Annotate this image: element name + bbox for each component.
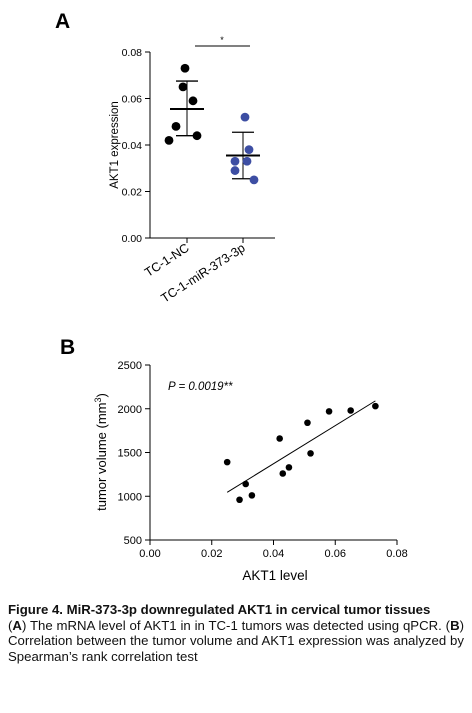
a-data-point — [180, 63, 190, 73]
a-x-category-label: TC-1-NC — [142, 241, 192, 280]
a-data-point — [164, 135, 174, 145]
panel-a-dot-plot: 0.000.020.040.060.08 TC-1-NCTC-1-miR-373… — [109, 35, 275, 305]
b-data-point — [304, 419, 311, 427]
a-data-point — [188, 96, 198, 106]
a-data-point — [230, 156, 240, 166]
b-x-tick-label: 0.02 — [201, 548, 222, 560]
caption-b-label: B — [450, 617, 460, 633]
caption-title: Figure 4. MiR-373-3p downregulated AKT1 … — [8, 602, 431, 617]
a-y-tick-label: 0.08 — [122, 47, 143, 59]
b-p-value-annotation: P = 0.0019** — [168, 381, 233, 393]
b-x-tick-label: 0.06 — [325, 548, 346, 560]
a-y-axis-label: AKT1 expression — [109, 101, 121, 189]
b-data-point — [307, 450, 314, 457]
a-data-point — [192, 131, 202, 141]
panel-a-label: A — [55, 10, 70, 33]
figure-caption: Figure 4. MiR-373-3p downregulated AKT1 … — [8, 602, 464, 664]
a-y-tick-label: 0.04 — [122, 140, 143, 152]
a-data-point — [171, 122, 181, 131]
b-data-point — [372, 402, 379, 410]
a-data-point — [242, 156, 252, 166]
caption-a-text: ) The mRNA level of AKT1 in in TC-1 tumo… — [21, 617, 451, 633]
a-y-tick-label: 0.06 — [122, 94, 143, 106]
b-x-tick-label: 0.04 — [263, 548, 284, 560]
a-data-point — [244, 145, 254, 155]
a-series-0 — [164, 63, 204, 145]
b-trendline — [226, 400, 376, 493]
b-data-point — [223, 458, 231, 466]
panel-b-label: B — [60, 336, 75, 359]
panel-b-scatter-plot: 500 1000 1500 2000 2500 0.00 0.02 0.04 0.06 0.08… — [93, 360, 408, 583]
a-y-tick-label: 0.02 — [122, 187, 143, 199]
b-data-point — [276, 435, 283, 442]
b-y-axis-label: tumor volume (mm3) — [93, 393, 109, 511]
b-y-tick-label: 2500 — [118, 360, 142, 372]
a-data-point — [178, 82, 188, 92]
a-data-point — [230, 166, 240, 175]
figure-canvas: A B 0.000.020.040.060.08 TC-1-NCTC-1-miR… — [55, 10, 408, 583]
b-data-point — [325, 408, 333, 415]
b-data-point — [279, 470, 287, 477]
b-data-point — [248, 492, 256, 499]
b-data-point — [347, 407, 354, 414]
b-data-point — [242, 480, 250, 488]
b-y-tick-label: 1500 — [118, 448, 142, 460]
a-data-point — [249, 175, 259, 185]
b-y-tick-label: 2000 — [118, 404, 142, 416]
b-y-tick-label: 1000 — [118, 491, 142, 503]
caption-a-label: A — [12, 617, 22, 633]
a-y-tick-label: 0.00 — [122, 233, 143, 245]
b-data-point — [236, 496, 243, 504]
a-series-1 — [226, 112, 260, 185]
a-significance-label: * — [220, 35, 224, 45]
b-x-axis-label: AKT1 level — [242, 568, 307, 583]
caption-b-text: ) Correlation between the tumor volume a… — [8, 617, 464, 664]
caption-body: (A) The mRNA level of AKT1 in in TC-1 tu… — [8, 617, 464, 664]
b-data-point — [285, 464, 293, 471]
a-data-point — [240, 112, 250, 122]
b-x-tick-label: 0.08 — [386, 548, 407, 560]
b-x-tick-label: 0.00 — [139, 548, 160, 560]
b-y-tick-label: 500 — [124, 535, 142, 547]
